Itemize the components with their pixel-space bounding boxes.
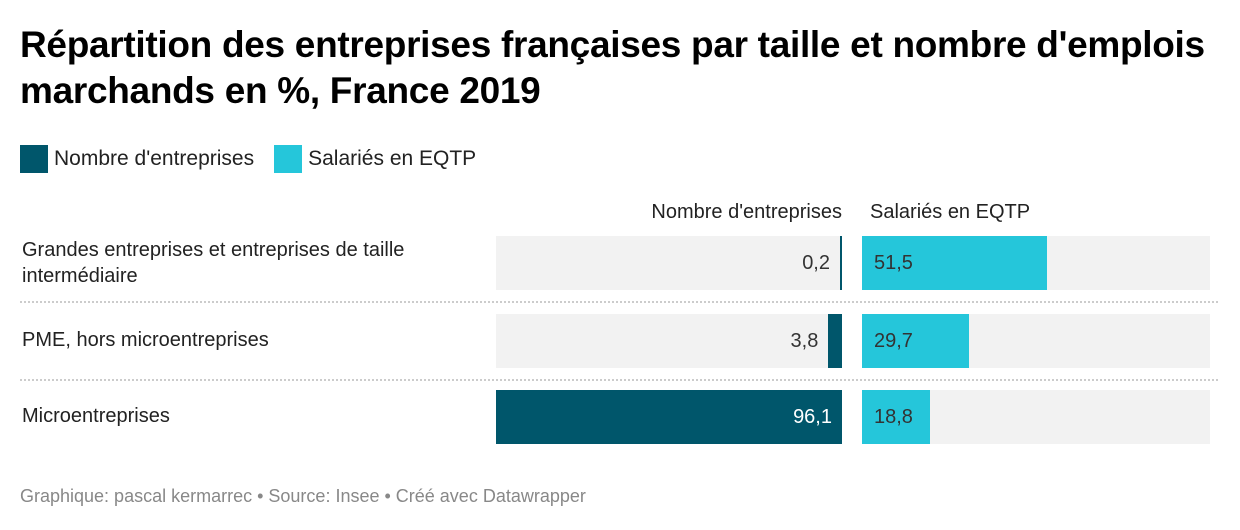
legend-item-salaries: Salariés en EQTP: [274, 145, 476, 173]
bar-entreprises: [828, 314, 842, 368]
track-entreprises: [496, 236, 842, 290]
bar-entreprises: [496, 390, 842, 444]
legend-swatch: [274, 145, 303, 173]
chart-title: Répartition des entreprises françaises p…: [20, 24, 1205, 111]
row-label: Grandes entreprises et entreprises de ta…: [22, 239, 405, 287]
value-label-entreprises: 96,1: [793, 406, 832, 428]
column-header-salaries: Salariés en EQTP: [870, 201, 1031, 223]
value-label-entreprises: 3,8: [790, 330, 819, 352]
row-separator: [20, 379, 1218, 381]
legend-item-entreprises: Nombre d'entreprises: [20, 145, 254, 173]
legend-swatch: [20, 145, 48, 173]
footer-credits: Graphique: pascal kermarrec • Source: In…: [20, 486, 586, 506]
bar-salaries: [862, 314, 969, 368]
value-label-entreprises: 0,2: [802, 252, 830, 274]
track-entreprises: [496, 314, 842, 368]
legend: Nombre d'entreprises Salariés en EQTP: [20, 145, 496, 173]
bar-salaries: [862, 236, 1048, 290]
value-label-salaries: 51,5: [874, 252, 913, 274]
bar-entreprises: [840, 236, 842, 290]
column-header-entreprises: Nombre d'entreprises: [651, 201, 842, 223]
legend-label: Salariés en EQTP: [308, 147, 477, 170]
value-label-salaries: 29,7: [874, 330, 913, 352]
row-label: Microentreprises: [22, 405, 170, 427]
row-label: PME, hors microentreprises: [22, 329, 269, 351]
value-label-salaries: 18,8: [874, 406, 913, 428]
legend-label: Nombre d'entreprises: [54, 147, 255, 170]
row-separator: [20, 301, 1218, 303]
bar-salaries: [862, 390, 930, 444]
